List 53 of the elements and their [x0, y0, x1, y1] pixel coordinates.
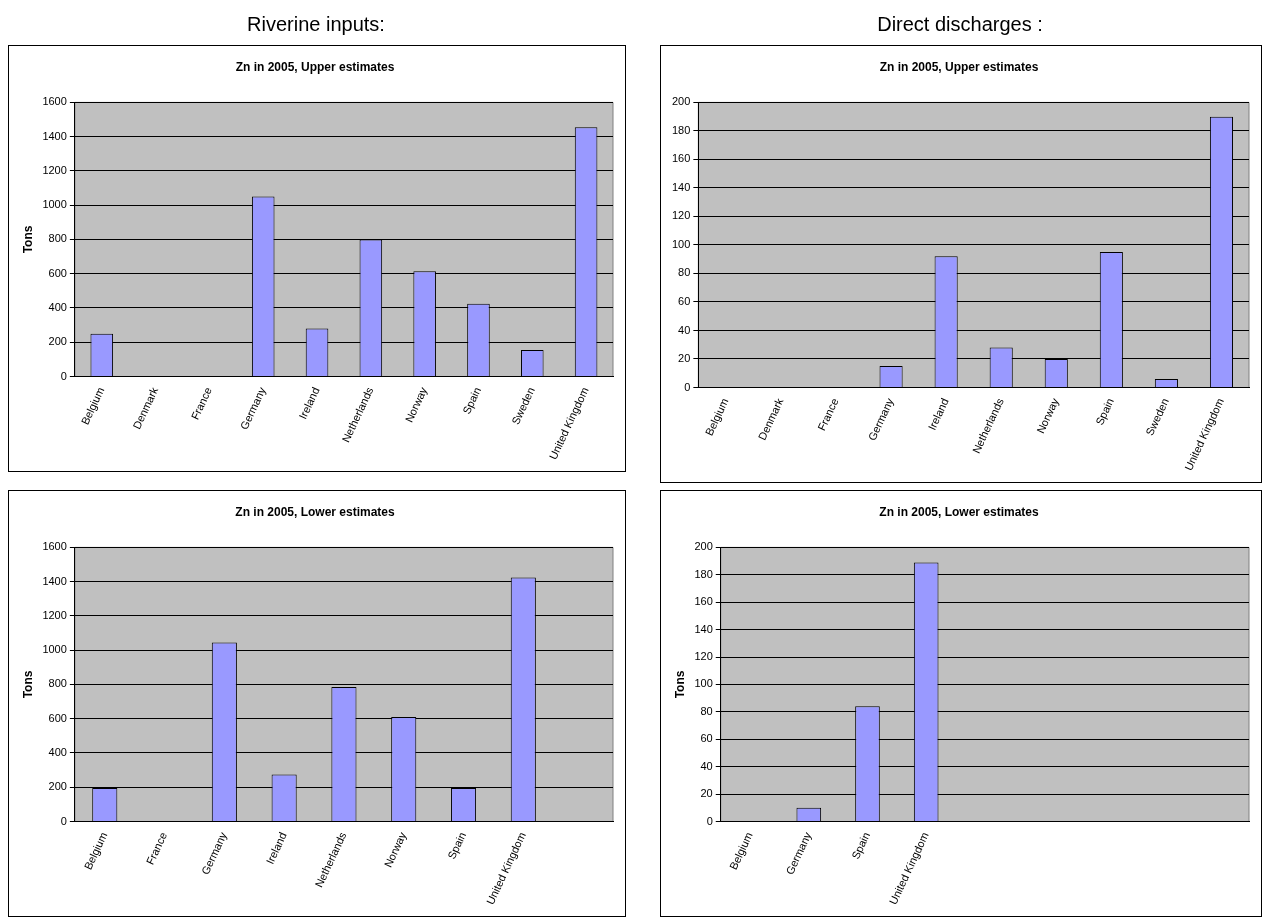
chart-title: Zn in 2005, Upper estimates [879, 59, 1039, 74]
y-axis-title: Tons [20, 225, 35, 254]
y-tick-label: 0 [60, 814, 67, 827]
y-tick-label: 100 [694, 677, 713, 690]
y-tick-label: 160 [671, 152, 691, 165]
y-tick-label: 400 [48, 301, 67, 313]
chart-title: Zn in 2005, Lower estimates [879, 504, 1040, 519]
y-tick-label: 1000 [42, 198, 67, 211]
y-tick-label: 80 [700, 704, 713, 717]
y-tick-label: 200 [694, 540, 713, 553]
y-tick-label: 1400 [42, 574, 67, 587]
text: Riverine inputs: [246, 13, 386, 36]
y-tick-label: 140 [694, 622, 713, 635]
y-tick-label: 1200 [42, 163, 67, 176]
x-tick-label: Spain [445, 830, 469, 861]
y-axis-title: Tons [672, 670, 687, 699]
y-tick-label: 0 [706, 814, 713, 827]
y-tick-label: 400 [48, 746, 67, 758]
x-tick-label: Spain [849, 830, 873, 861]
y-tick-label: 200 [671, 95, 691, 108]
y-tick-label: 160 [694, 595, 713, 608]
y-tick-label: 800 [48, 677, 67, 690]
y-tick-label: 180 [694, 567, 713, 580]
x-tick-label: Spain [1093, 396, 1116, 427]
y-tick-label: 60 [678, 294, 691, 307]
y-tick-label: 80 [678, 266, 691, 279]
y-tick-label: 1600 [42, 540, 67, 553]
y-tick-label: 120 [694, 650, 713, 663]
y-axis-title: Tons [20, 670, 35, 699]
y-tick-label: 1200 [42, 608, 67, 621]
y-tick-label: 20 [678, 352, 691, 365]
y-tick-label: 800 [48, 232, 67, 245]
y-tick-label: 1600 [42, 95, 67, 108]
y-tick-label: 100 [671, 237, 691, 250]
y-tick-label: 200 [48, 780, 67, 793]
y-tick-label: 0 [684, 380, 691, 393]
text: Direct discharges : [876, 13, 1044, 36]
y-tick-label: 0 [60, 369, 67, 382]
y-tick-label: 600 [48, 711, 67, 724]
chart-title: Zn in 2005, Lower estimates [235, 504, 396, 519]
y-tick-label: 20 [700, 787, 713, 800]
y-tick-label: 600 [48, 266, 67, 279]
y-tick-label: 60 [700, 732, 713, 745]
y-tick-label: 40 [678, 323, 691, 336]
y-tick-label: 120 [671, 209, 691, 222]
y-tick-label: 140 [671, 180, 691, 193]
y-tick-label: 1000 [42, 643, 67, 656]
chart-title: Zn in 2005, Upper estimates [235, 59, 395, 74]
x-tick-label: Spain [460, 385, 484, 416]
y-tick-label: 40 [700, 759, 713, 772]
y-tick-label: 1400 [42, 129, 67, 142]
y-tick-label: 200 [48, 335, 67, 348]
y-tick-label: 180 [671, 123, 691, 136]
